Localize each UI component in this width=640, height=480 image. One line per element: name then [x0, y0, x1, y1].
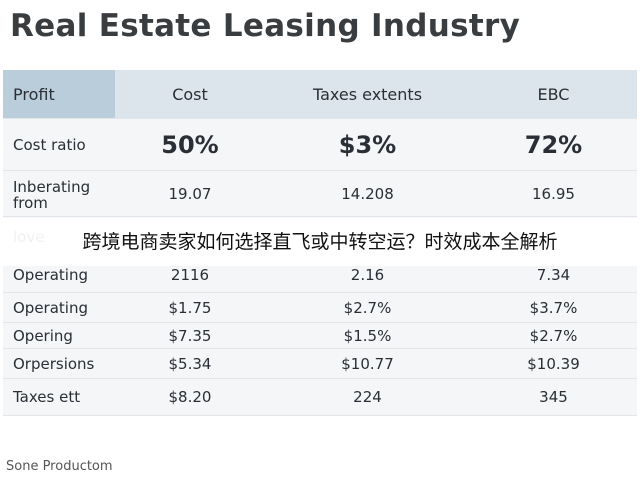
- footer: Sone Productom: [6, 459, 113, 474]
- cell: $1.5%: [265, 322, 470, 349]
- title: Real Estate Leasing Industry: [10, 8, 521, 44]
- table-row: Taxes ett $8.20 224 345: [3, 378, 637, 416]
- cell: $10.39: [470, 348, 637, 379]
- cell: $10.77: [265, 348, 470, 379]
- table-row: Opering $7.35 $1.5% $2.7%: [3, 322, 637, 349]
- table-row: Orpersions $5.34 $10.77 $10.39: [3, 348, 637, 379]
- column-header: Taxes extents: [265, 70, 470, 119]
- table-row: Cost ratio 50% $3% 72%: [3, 118, 637, 171]
- cell: $5.34: [115, 348, 265, 379]
- cell: $2.7%: [470, 322, 637, 349]
- row-label: Inberating from: [3, 170, 115, 217]
- cell: $3%: [265, 118, 470, 171]
- cell: 16.95: [470, 170, 637, 217]
- column-header: Cost: [115, 70, 265, 119]
- row-label: Opering: [3, 322, 115, 349]
- cell: 19.07: [115, 170, 265, 217]
- column-header: Profit: [3, 70, 115, 119]
- cell: 14.208: [265, 170, 470, 217]
- cell: $7.35: [115, 322, 265, 349]
- row-label: Taxes ett: [3, 378, 115, 416]
- column-header: EBC: [470, 70, 637, 119]
- banner: 跨境电商卖家如何选择直飞或中转空运？时效成本全解析: [0, 218, 640, 266]
- cell: $3.7%: [470, 292, 637, 323]
- data-table: Profit Cost Taxes extents EBC Cost ratio 50% $…: [3, 70, 637, 416]
- table-row: Inberating from 19.07 14.208 16.95: [3, 170, 637, 217]
- cell: $8.20: [115, 378, 265, 416]
- cell: 345: [470, 378, 637, 416]
- header-row: Profit Cost Taxes extents EBC: [3, 70, 637, 119]
- cell: 50%: [115, 118, 265, 171]
- cell: $1.75: [115, 292, 265, 323]
- cell: 224: [265, 378, 470, 416]
- cell: $2.7%: [265, 292, 470, 323]
- row-label: Cost ratio: [3, 118, 115, 171]
- table-row: Operating $1.75 $2.7% $3.7%: [3, 292, 637, 323]
- cell: 72%: [470, 118, 637, 171]
- row-label: Orpersions: [3, 348, 115, 379]
- row-label: Operating: [3, 292, 115, 323]
